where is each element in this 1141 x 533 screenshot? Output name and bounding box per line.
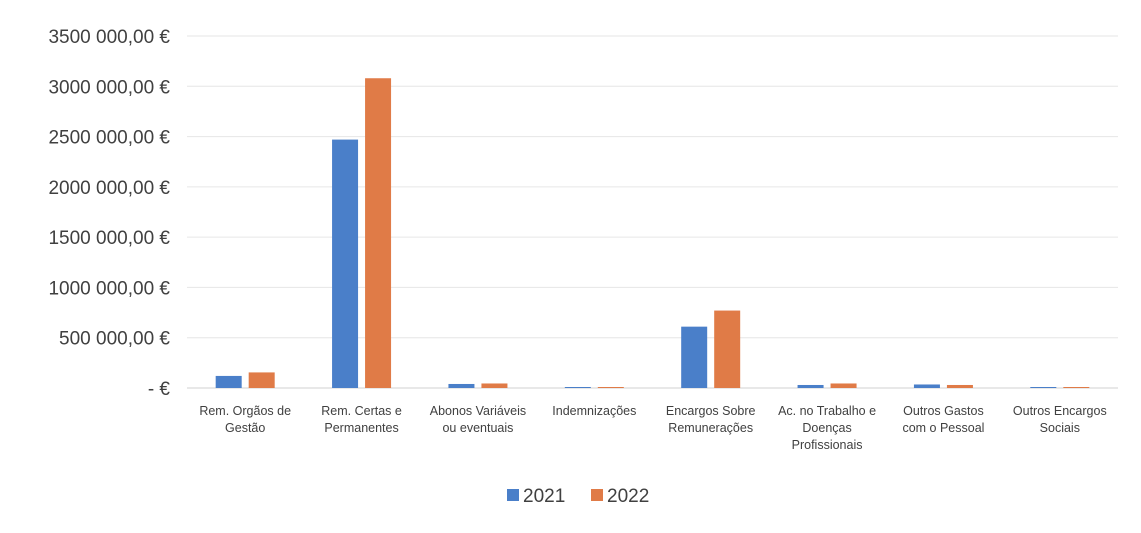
y-tick-label: 1000 000,00 € bbox=[48, 278, 170, 299]
y-tick-label: 3000 000,00 € bbox=[48, 77, 170, 98]
bar-2021-7 bbox=[1030, 387, 1057, 388]
bar-2022-5 bbox=[830, 383, 857, 388]
y-tick-label: 2500 000,00 € bbox=[48, 128, 170, 149]
x-category-label: Encargos Sobre Remunerações bbox=[666, 404, 756, 435]
legend-swatch-2022 bbox=[591, 489, 603, 501]
legend: 2021 2022 bbox=[507, 486, 649, 507]
y-tick-label: 3500 000,00 € bbox=[48, 27, 170, 48]
bar-2021-5 bbox=[797, 384, 824, 388]
bar-2022-3 bbox=[597, 387, 624, 388]
x-category-label: Abonos Variáveis ou eventuais bbox=[430, 404, 526, 435]
bars bbox=[215, 78, 1090, 389]
y-axis-tick-labels: 3500 000,00 € 3000 000,00 € 2500 000,00 € 2… bbox=[48, 27, 170, 400]
y-tick-label: - € bbox=[148, 379, 171, 400]
bar-2021-3 bbox=[564, 387, 591, 388]
bar-2021-1 bbox=[332, 139, 359, 388]
bar-2022-6 bbox=[946, 384, 973, 388]
x-axis-category-labels: Rem. Orgãos de Gestão Rem. Certas e Permane… bbox=[199, 404, 1106, 452]
bar-2022-4 bbox=[714, 310, 741, 388]
bar-2022-7 bbox=[1063, 387, 1090, 388]
y-tick-label: 1500 000,00 € bbox=[48, 228, 170, 249]
bar-2021-4 bbox=[681, 326, 708, 388]
legend-label-2021: 2021 bbox=[523, 486, 565, 507]
y-tick-label: 2000 000,00 € bbox=[48, 178, 170, 199]
bar-2022-1 bbox=[365, 78, 392, 389]
x-category-label: Outros Encargos Sociais bbox=[1013, 404, 1107, 435]
x-category-label: Indemnizações bbox=[552, 404, 636, 418]
x-category-label: Rem. Certas e Permanentes bbox=[321, 404, 402, 435]
bar-2021-6 bbox=[913, 384, 940, 388]
legend-swatch-2021 bbox=[507, 489, 519, 501]
gridlines bbox=[187, 35, 1118, 389]
legend-label-2022: 2022 bbox=[607, 486, 649, 507]
bar-2021-0 bbox=[215, 375, 242, 388]
bar-2022-2 bbox=[481, 383, 508, 388]
bar-2022-0 bbox=[248, 372, 275, 388]
x-category-label: Rem. Orgãos de Gestão bbox=[199, 404, 291, 435]
x-category-label: Ac. no Trabalho e Doenças Profissionais bbox=[778, 404, 876, 452]
y-tick-label: 500 000,00 € bbox=[59, 329, 170, 350]
x-category-label: Outros Gastos com o Pessoal bbox=[902, 404, 984, 435]
bar-2021-2 bbox=[448, 383, 475, 388]
